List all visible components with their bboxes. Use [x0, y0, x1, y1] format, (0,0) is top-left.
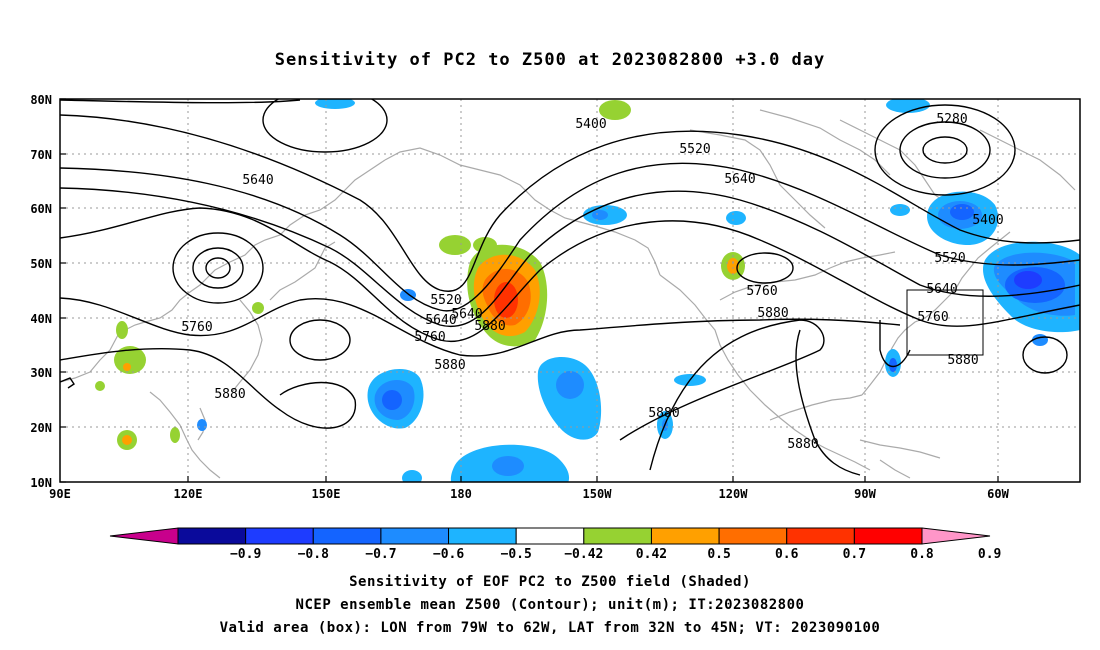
lat-label: 20N: [30, 421, 52, 435]
lat-label: 80N: [30, 93, 52, 107]
lon-label: 90E: [49, 487, 71, 501]
caption-shaded: Sensitivity of EOF PC2 to Z500 field (Sh…: [349, 574, 751, 590]
caption-valid-area: Valid area (box): LON from 79W to 62W, L…: [219, 620, 881, 636]
contour-label: 5520: [679, 142, 710, 157]
contour-label: 5280: [936, 112, 967, 127]
contour-label: 5760: [181, 320, 212, 335]
lat-label: 40N: [30, 312, 52, 326]
map-frame: [59, 98, 1081, 483]
graticule: [60, 99, 1080, 482]
contour-label: 5760: [414, 330, 445, 345]
colorbar-min-arrow: [109, 527, 179, 545]
colorbar-tick-label: 0.42: [636, 547, 667, 562]
contour-label: 5880: [474, 319, 505, 334]
contour-label: 5880: [648, 406, 679, 421]
lat-label: 10N: [30, 476, 52, 490]
contour-label: 5640: [425, 313, 456, 328]
contour-label: 5760: [917, 310, 948, 325]
colorbar: −0.9 −0.8 −0.7 −0.6 −0.5 −0.42 0.42 0.5 0.6 0.7 0.…: [109, 527, 1001, 562]
contour-label: 5880: [214, 387, 245, 402]
z500-contours: [60, 99, 1080, 476]
colorbar-tick-label: 0.7: [843, 547, 866, 562]
contour-label: 5880: [947, 353, 978, 368]
lon-label: 120W: [719, 487, 749, 501]
lon-label: 150W: [583, 487, 613, 501]
lon-label: 150E: [312, 487, 341, 501]
contour-label: 5640: [242, 173, 273, 188]
lat-label: 30N: [30, 366, 52, 380]
lat-label: 60N: [30, 202, 52, 216]
colorbar-tick-label: −0.42: [564, 547, 603, 562]
shaded-sensitivity: [95, 99, 1080, 482]
colorbar-swatch: [853, 527, 923, 545]
lon-label: 60W: [987, 487, 1009, 501]
lon-label: 180: [450, 487, 472, 501]
colorbar-tick-label: −0.9: [230, 547, 261, 562]
contour-label: 5640: [926, 282, 957, 297]
colorbar-max-arrow: [921, 527, 991, 545]
colorbar-swatch: [177, 527, 247, 545]
contour-label: 5880: [434, 358, 465, 373]
colorbar-tick-label: 0.6: [775, 547, 799, 562]
colorbar-swatch: [786, 527, 855, 545]
lat-label: 70N: [30, 148, 52, 162]
contour-label: 5400: [972, 213, 1003, 228]
contour-label: 5400: [575, 117, 606, 132]
colorbar-tick-label: −0.7: [365, 547, 396, 562]
contour-label: 5520: [934, 251, 965, 266]
contour-label: 5640: [451, 307, 482, 322]
contour-labels: 5400 5280 5520 5640 5640 5400 5520 5640 …: [181, 112, 1003, 452]
colorbar-swatch: [650, 527, 720, 545]
figure-title: Sensitivity of PC2 to Z500 at 2023082800…: [274, 50, 826, 70]
lon-label: 120E: [174, 487, 203, 501]
contour-label: 5880: [787, 437, 818, 452]
colorbar-swatch: [448, 527, 517, 545]
lon-label: 90W: [854, 487, 876, 501]
colorbar-swatch: [515, 527, 585, 545]
contour-label: 5880: [757, 306, 788, 321]
contour-label: 5520: [430, 293, 461, 308]
latitude-labels: 80N 70N 60N 50N 40N 30N 20N 10N: [30, 93, 52, 490]
contour-label: 5640: [724, 172, 755, 187]
colorbar-tick-label: −0.8: [298, 547, 329, 562]
colorbar-tick-label: 0.9: [978, 547, 1001, 562]
colorbar-tick-label: 0.5: [707, 547, 730, 562]
colorbar-swatch: [583, 527, 652, 545]
caption-contour: NCEP ensemble mean Z500 (Contour); unit(…: [295, 597, 805, 613]
colorbar-swatch: [245, 527, 314, 545]
longitude-labels: 90E 120E 150E 180 150W 120W 90W 60W: [49, 487, 1009, 501]
colorbar-tick-label: 0.8: [910, 547, 934, 562]
colorbar-swatch: [718, 527, 788, 545]
colorbar-swatch: [312, 527, 382, 545]
axis-ticks: [60, 98, 999, 483]
valid-area-box: [906, 289, 984, 356]
colorbar-swatch: [380, 527, 450, 545]
lat-label: 50N: [30, 257, 52, 271]
colorbar-tick-label: −0.6: [433, 547, 464, 562]
colorbar-tick-label: −0.5: [501, 547, 532, 562]
contour-label: 5760: [746, 284, 777, 299]
